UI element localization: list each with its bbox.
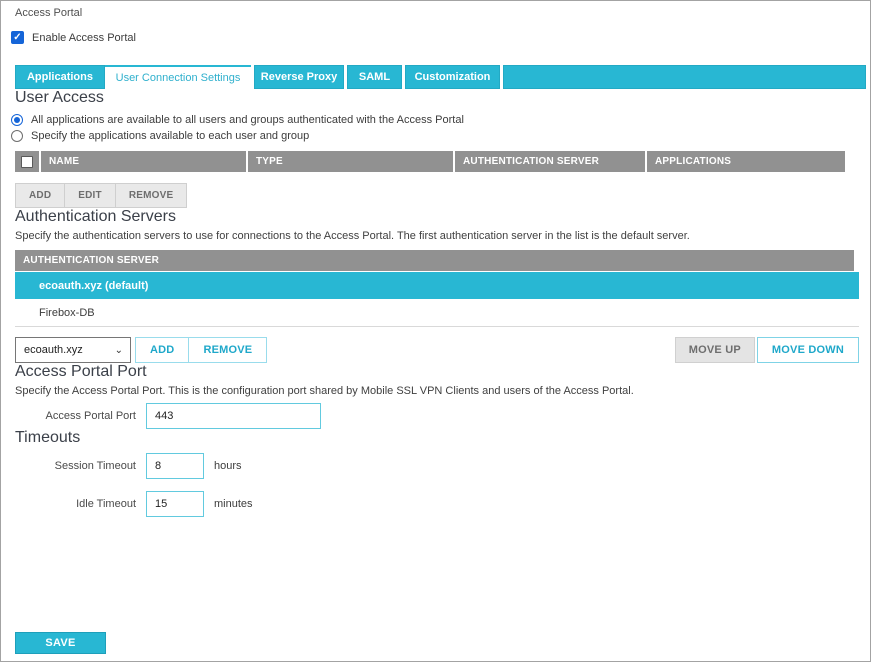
radio-specify-applications[interactable]: Specify the applications available to ea… bbox=[11, 130, 870, 142]
timeouts-heading: Timeouts bbox=[15, 429, 81, 446]
auth-add-button[interactable]: ADD bbox=[135, 337, 190, 363]
authentication-servers-table: AUTHENTICATION SERVER ecoauth.xyz (defau… bbox=[15, 250, 859, 327]
authentication-servers-description: Specify the authentication servers to us… bbox=[15, 230, 690, 242]
applications-table-header: NAME TYPE AUTHENTICATION SERVER APPLICAT… bbox=[15, 151, 845, 172]
idle-timeout-unit: minutes bbox=[214, 498, 253, 510]
session-timeout-input[interactable] bbox=[146, 453, 204, 479]
access-portal-port-heading: Access Portal Port bbox=[15, 363, 147, 380]
auth-server-row[interactable]: Firebox-DB bbox=[15, 299, 859, 327]
authentication-servers-heading: Authentication Servers bbox=[15, 208, 176, 225]
auth-server-controls-left: ecoauth.xyz ⌄ ADD REMOVE bbox=[15, 337, 268, 363]
session-timeout-label: Session Timeout bbox=[54, 460, 136, 472]
enable-access-portal-label: Enable Access Portal bbox=[32, 31, 136, 44]
applications-table-actions: ADD EDIT REMOVE bbox=[15, 183, 870, 208]
user-access-heading: User Access bbox=[15, 89, 104, 106]
auth-remove-button[interactable]: REMOVE bbox=[188, 337, 268, 363]
auth-server-select[interactable]: ecoauth.xyz ⌄ bbox=[15, 337, 131, 363]
move-down-button[interactable]: MOVE DOWN bbox=[756, 337, 859, 363]
remove-button[interactable]: REMOVE bbox=[114, 183, 188, 208]
idle-timeout-input[interactable] bbox=[146, 491, 204, 517]
access-portal-port-row: Access Portal Port bbox=[1, 403, 870, 429]
column-type: TYPE bbox=[248, 151, 453, 172]
auth-server-row-selected[interactable]: ecoauth.xyz (default) bbox=[15, 272, 859, 299]
session-timeout-row: Session Timeout hours bbox=[1, 453, 870, 479]
access-portal-port-label: Access Portal Port bbox=[45, 410, 136, 422]
tab-customization[interactable]: Customization bbox=[405, 65, 500, 89]
column-authentication-server: AUTHENTICATION SERVER bbox=[455, 151, 645, 172]
column-applications: APPLICATIONS bbox=[647, 151, 845, 172]
chevron-down-icon: ⌄ bbox=[114, 344, 123, 356]
enable-access-portal-checkbox[interactable]: ✓ bbox=[11, 31, 24, 44]
access-portal-port-description: Specify the Access Portal Port. This is … bbox=[15, 385, 634, 397]
tab-applications[interactable]: Applications bbox=[15, 65, 105, 89]
move-up-button[interactable]: MOVE UP bbox=[674, 337, 755, 363]
tab-saml[interactable]: SAML bbox=[347, 65, 402, 89]
select-all-cell bbox=[15, 151, 39, 172]
auth-server-name: ecoauth.xyz (default) bbox=[39, 279, 149, 292]
select-all-checkbox[interactable] bbox=[21, 155, 33, 168]
idle-timeout-label: Idle Timeout bbox=[76, 498, 136, 510]
tab-reverse-proxy[interactable]: Reverse Proxy bbox=[254, 65, 344, 89]
column-name: NAME bbox=[41, 151, 246, 172]
radio-specify-applications-label: Specify the applications available to ea… bbox=[31, 130, 310, 142]
column-authentication-server: AUTHENTICATION SERVER bbox=[15, 250, 854, 271]
auth-server-select-value: ecoauth.xyz bbox=[24, 344, 83, 356]
edit-button[interactable]: EDIT bbox=[64, 183, 116, 208]
idle-timeout-row: Idle Timeout minutes bbox=[1, 491, 870, 517]
auth-server-controls: ecoauth.xyz ⌄ ADD REMOVE MOVE UP MOVE DO… bbox=[15, 337, 859, 363]
access-portal-port-input[interactable] bbox=[146, 403, 321, 429]
tab-user-connection-settings[interactable]: User Connection Settings bbox=[105, 65, 251, 89]
session-timeout-unit: hours bbox=[214, 460, 242, 472]
add-button[interactable]: ADD bbox=[15, 183, 66, 208]
radio-all-applications[interactable]: All applications are available to all us… bbox=[11, 114, 870, 126]
tab-bar: Applications User Connection Settings Re… bbox=[15, 65, 870, 89]
auth-server-name: Firebox-DB bbox=[39, 306, 95, 319]
enable-access-portal-row: ✓ Enable Access Portal bbox=[11, 31, 870, 44]
tab-bar-filler bbox=[503, 65, 866, 89]
auth-server-controls-right: MOVE UP MOVE DOWN bbox=[674, 337, 859, 363]
save-button[interactable]: SAVE bbox=[15, 632, 106, 654]
radio-all-applications-label: All applications are available to all us… bbox=[31, 114, 464, 126]
radio-unselected-icon bbox=[11, 130, 23, 142]
page-title: Access Portal bbox=[15, 7, 83, 19]
radio-selected-icon bbox=[11, 114, 23, 126]
check-icon: ✓ bbox=[13, 31, 22, 43]
